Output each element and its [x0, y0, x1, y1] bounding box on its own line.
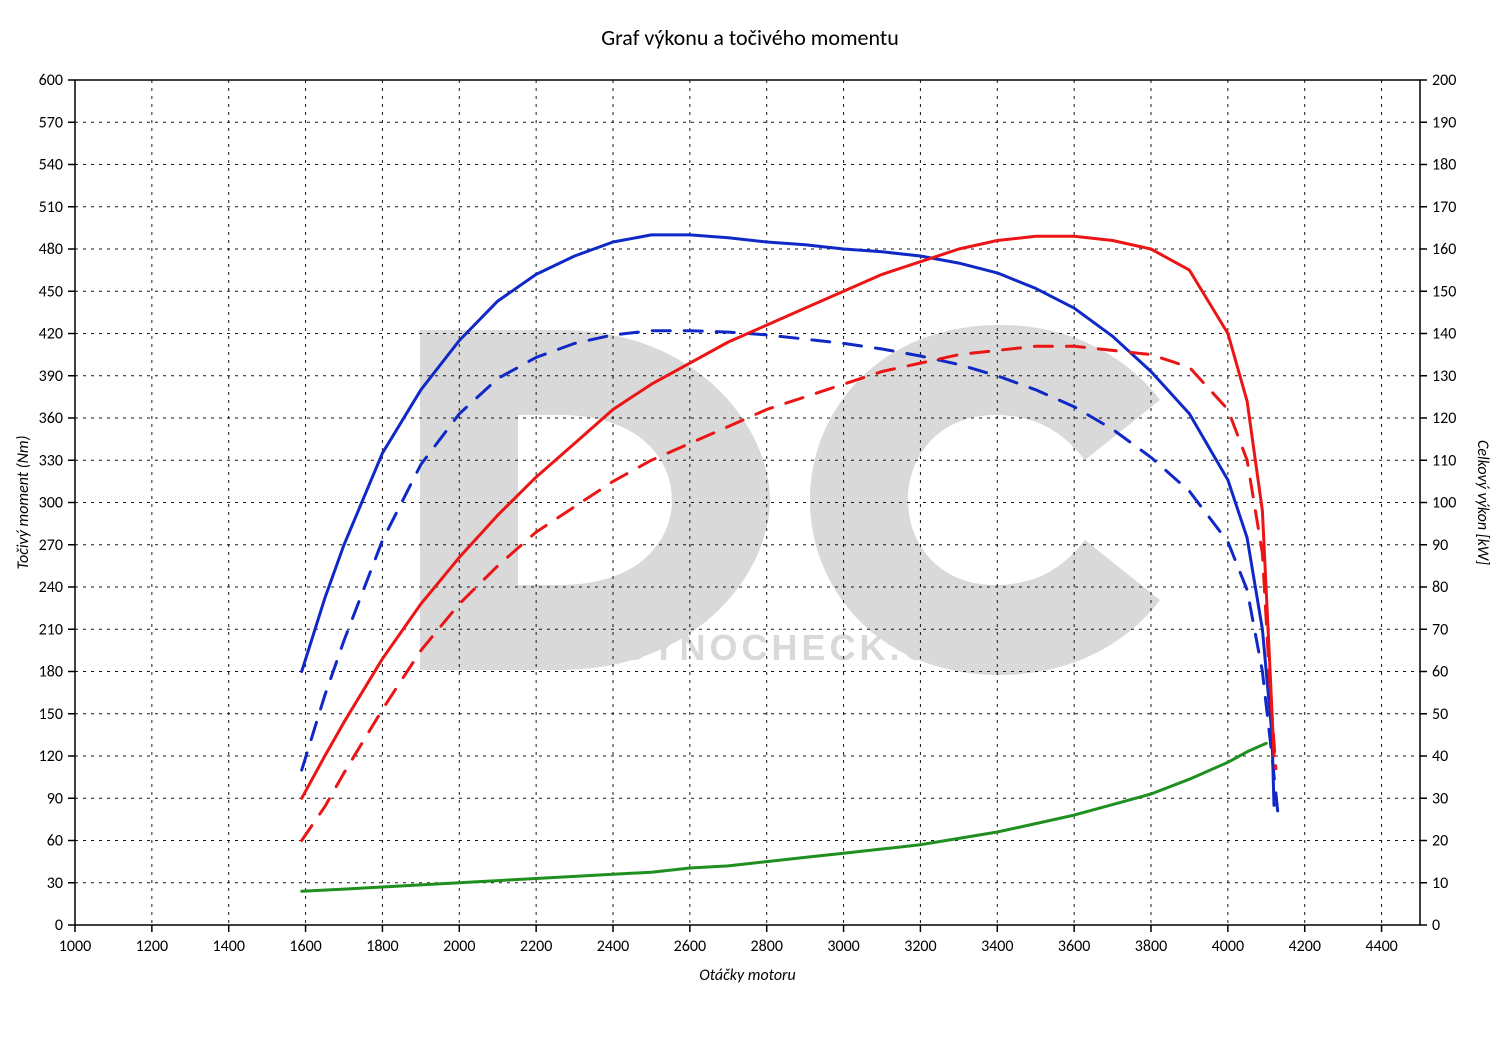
chart-title: Graf výkonu a točivého momentu [601, 24, 899, 51]
y-right-tick-label: 90 [1432, 536, 1448, 555]
x-tick-label: 2800 [750, 937, 782, 956]
y-left-tick-label: 570 [39, 113, 63, 132]
y-left-tick-label: 600 [39, 71, 63, 90]
y-right-tick-label: 50 [1432, 705, 1448, 724]
y-left-tick-label: 90 [47, 789, 63, 808]
x-tick-label: 3400 [981, 937, 1013, 956]
x-tick-label: 1200 [136, 937, 168, 956]
y-right-tick-label: 180 [1432, 156, 1456, 175]
y-right-axis-label: Celkový výkon [kW] [1473, 440, 1492, 565]
y-left-tick-label: 540 [39, 156, 63, 175]
y-right-tick-label: 0 [1432, 916, 1440, 935]
y-left-tick-label: 240 [39, 578, 63, 597]
x-axis-label: Otáčky motoru [699, 966, 796, 985]
x-tick-label: 1400 [212, 937, 244, 956]
x-tick-label: 3200 [904, 937, 936, 956]
y-left-tick-label: 330 [39, 451, 63, 470]
y-right-tick-label: 10 [1432, 874, 1448, 893]
y-right-tick-label: 60 [1432, 663, 1448, 682]
y-right-tick-label: 160 [1432, 240, 1456, 259]
y-left-tick-label: 30 [47, 874, 63, 893]
y-right-tick-label: 150 [1432, 282, 1456, 301]
y-right-tick-label: 20 [1432, 832, 1448, 851]
y-left-tick-label: 120 [39, 747, 63, 766]
x-tick-label: 4000 [1212, 937, 1244, 956]
y-left-tick-label: 210 [39, 620, 63, 639]
y-left-tick-label: 60 [47, 832, 63, 851]
y-left-axis-label: Točivý moment (Nm) [14, 436, 33, 570]
x-tick-label: 1800 [366, 937, 398, 956]
x-tick-label: 3000 [827, 937, 859, 956]
dyno-chart: WWW.DYNOCHECK.COM10001200140016001800200… [0, 0, 1500, 1041]
y-right-tick-label: 170 [1432, 198, 1456, 217]
x-tick-label: 4400 [1365, 937, 1397, 956]
y-left-tick-label: 180 [39, 663, 63, 682]
y-right-tick-label: 130 [1432, 367, 1456, 386]
y-left-tick-label: 300 [39, 494, 63, 513]
y-left-tick-label: 420 [39, 325, 63, 344]
y-right-tick-label: 70 [1432, 620, 1448, 639]
y-left-tick-label: 360 [39, 409, 63, 428]
y-right-tick-label: 100 [1432, 494, 1456, 513]
y-right-tick-label: 110 [1432, 451, 1456, 470]
y-right-tick-label: 190 [1432, 113, 1456, 132]
y-left-tick-label: 510 [39, 198, 63, 217]
x-tick-label: 4200 [1288, 937, 1320, 956]
watermark-url: WWW.DYNOCHECK.COM [496, 627, 1000, 668]
y-left-tick-label: 480 [39, 240, 63, 259]
y-left-tick-label: 390 [39, 367, 63, 386]
y-left-tick-label: 150 [39, 705, 63, 724]
y-right-tick-label: 40 [1432, 747, 1448, 766]
x-tick-label: 1600 [289, 937, 321, 956]
y-right-tick-label: 200 [1432, 71, 1456, 90]
x-tick-label: 1000 [59, 937, 91, 956]
x-tick-label: 2600 [674, 937, 706, 956]
y-left-tick-label: 270 [39, 536, 63, 555]
x-tick-label: 3800 [1135, 937, 1167, 956]
y-right-tick-label: 140 [1432, 325, 1456, 344]
x-tick-label: 3600 [1058, 937, 1090, 956]
x-tick-label: 2000 [443, 937, 475, 956]
y-right-tick-label: 30 [1432, 789, 1448, 808]
y-left-tick-label: 450 [39, 282, 63, 301]
y-right-tick-label: 120 [1432, 409, 1456, 428]
x-tick-label: 2400 [597, 937, 629, 956]
x-tick-label: 2200 [520, 937, 552, 956]
y-right-tick-label: 80 [1432, 578, 1448, 597]
y-left-tick-label: 0 [55, 916, 63, 935]
